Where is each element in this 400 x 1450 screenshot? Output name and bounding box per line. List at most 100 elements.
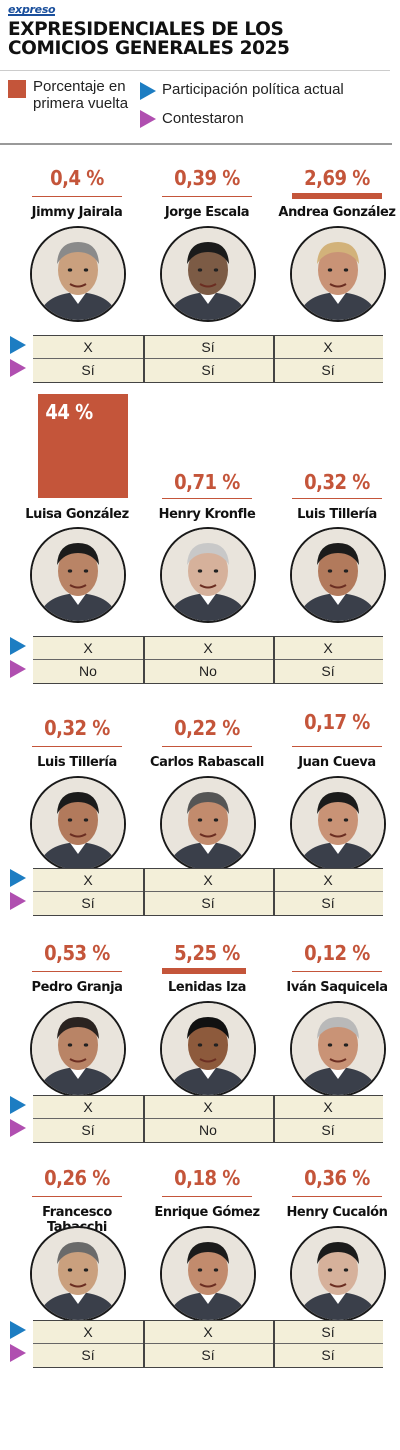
percent-underline [32,1196,122,1197]
candidate-name: Carlos Rabascall [150,755,264,770]
table-column-divider [273,1321,275,1367]
page-title: EXPRESIDENCIALES DE LOS COMICIOS GENERAL… [8,19,290,59]
participation-cell: X [83,339,93,355]
table-row-divider [33,1343,383,1344]
candidate-name: Luis Tillería [297,507,377,522]
table-column-divider [143,637,145,683]
candidate-name: Luis Tillería [37,755,117,770]
brand-logo: expreso [8,3,56,16]
table-row-divider [33,891,383,892]
candidate-name: Juan Cueva [298,755,376,770]
candidate-photo [160,226,256,322]
candidate-card: 0,18 % Enrique Gómez [142,1150,272,1330]
candidate-card: 2,69 % Andrea González [272,150,400,330]
candidate-name: Andrea González [278,205,396,220]
candidate-card: 0,53 % Pedro Granja [12,925,142,1105]
participation-triangle-icon [10,1321,26,1339]
participation-cell: X [203,640,213,656]
participation-cell: X [203,1324,213,1340]
candidate-photo [290,776,386,872]
percent-value: 5,25 % [174,941,240,965]
answered-cell: Sí [81,1347,95,1363]
percent-underline [292,971,382,972]
candidate-photo [160,527,256,623]
percent-underline [292,1196,382,1197]
percent-underline [32,971,122,972]
candidate-name: Enrique Gómez [154,1205,260,1220]
candidate-photo [290,226,386,322]
candidate-name: Lenidas Iza [168,980,246,995]
table-row-divider [33,1118,383,1119]
candidate-photo [30,226,126,322]
candidate-name: Pedro Granja [31,980,123,995]
participation-triangle-icon [10,869,26,887]
percent-underline [162,498,252,499]
answers-table: X Sí X Sí X Sí [33,868,383,916]
participation-triangle-icon [10,1096,26,1114]
percent-value: 0,22 % [174,716,240,740]
percent-value: 0,32 % [304,470,370,494]
candidate-photo [290,527,386,623]
legend-percent-label: Porcentaje en primera vuelta [33,78,129,112]
percent-value: 44 % [45,400,93,424]
answered-triangle-icon [10,359,26,377]
participation-cell: X [83,640,93,656]
answered-cell: Sí [321,362,335,378]
percent-bar [162,968,246,974]
answered-triangle-icon [10,1119,26,1137]
percent-value: 0,53 % [44,941,110,965]
answered-cell: Sí [321,663,335,679]
percent-value: 0,39 % [174,166,240,190]
legend-divider [0,143,392,145]
header-divider [0,70,390,71]
percent-value: 0,71 % [174,470,240,494]
answered-cell: Sí [81,895,95,911]
candidate-name: Iván Saquicela [286,980,388,995]
percent-value: 0,4 % [50,166,104,190]
table-column-divider [273,637,275,683]
answered-cell: Sí [81,1122,95,1138]
percent-underline [32,746,122,747]
answered-cell: Sí [321,1347,335,1363]
candidate-photo [30,1226,126,1322]
percent-value: 0,32 % [44,716,110,740]
legend-answered-label: Contestaron [162,110,244,127]
participation-cell: X [323,872,333,888]
answers-table: X Sí X No X Sí [33,1095,383,1143]
table-column-divider [143,869,145,915]
candidate-name: Jimmy Jairala [31,205,123,220]
participation-cell: X [83,1324,93,1340]
candidate-card: 0,17 % Juan Cueva [272,700,400,880]
candidate-card: 5,25 % Lenidas Iza [142,925,272,1105]
answers-table: X Sí Sí Sí X Sí [33,335,383,383]
percent-value: 0,12 % [304,941,370,965]
participation-cell: X [83,872,93,888]
table-column-divider [143,336,145,382]
candidate-card: 0,36 % Henry Cucalón [272,1150,400,1330]
candidate-photo [160,1001,256,1097]
percent-value: 0,18 % [174,1166,240,1190]
candidate-photo [290,1001,386,1097]
answered-cell: No [79,663,97,679]
table-row-divider [33,659,383,660]
participation-cell: X [323,640,333,656]
candidate-card: 0,32 % Luis Tillería [272,390,400,623]
participation-cell: X [323,339,333,355]
answered-triangle-icon [10,892,26,910]
answers-table: X Sí X Sí Sí Sí [33,1320,383,1368]
percent-value: 0,26 % [44,1166,110,1190]
candidate-name: Henry Kronfle [158,507,256,522]
participation-cell: Sí [321,1324,335,1340]
answered-cell: Sí [201,362,215,378]
candidate-card: 0,71 % Henry Kronfle [142,390,272,623]
participation-cell: X [203,1099,213,1115]
table-column-divider [273,869,275,915]
legend-participation-label: Participación política actual [162,81,344,98]
table-column-divider [143,1321,145,1367]
answered-cell: Sí [201,1347,215,1363]
candidate-photo [160,1226,256,1322]
answered-cell: Sí [81,362,95,378]
table-row-divider [33,358,383,359]
participation-triangle-icon [10,336,26,354]
candidate-card: 0,32 % Luis Tillería [12,700,142,880]
